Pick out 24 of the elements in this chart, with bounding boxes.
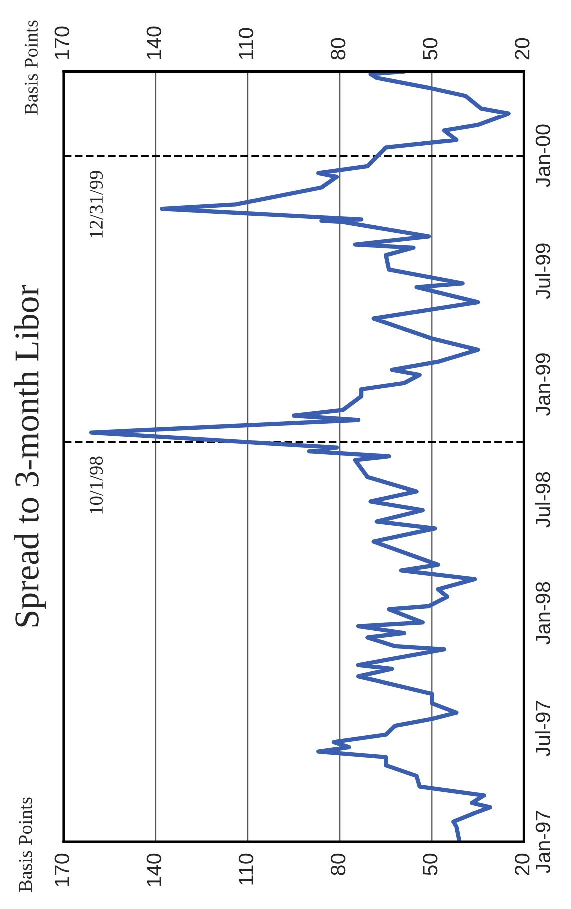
- x2-tick-label: 170: [54, 26, 70, 60]
- y-tick-label: Jan-98: [536, 582, 551, 645]
- y-tick-label: Jul-99: [535, 244, 551, 300]
- text: Spread to 3-month Libor: [14, 285, 46, 627]
- y-tick-label: Jan-00: [536, 124, 551, 188]
- ref-line-label: 12/31/99: [90, 171, 104, 238]
- x2-tick-label: 110: [238, 28, 254, 60]
- y-tick-label: Jul-97: [535, 701, 551, 757]
- x-tick-label: 80: [330, 854, 346, 876]
- x2-tick-label: 50: [422, 38, 438, 60]
- x-tick-label: 170: [54, 854, 70, 886]
- x2-tick-label: 20: [515, 38, 530, 60]
- y-tick-label: Jul-98: [535, 472, 551, 528]
- text: Basis Points: [19, 798, 32, 892]
- y-tick-label: Jan-97: [536, 811, 551, 874]
- ref-line-label: 10/1/98: [90, 456, 104, 514]
- y-tick-label: Jan-99: [536, 354, 551, 416]
- x-tick-label: 20: [515, 854, 530, 876]
- x2-tick-label: 140: [146, 26, 162, 60]
- x2-tick-label: 80: [330, 38, 346, 60]
- x-tick-label: 50: [422, 854, 438, 876]
- x-tick-label: 140: [146, 854, 162, 886]
- text: Basis Points: [24, 20, 38, 116]
- x-tick-label: 110: [238, 854, 254, 885]
